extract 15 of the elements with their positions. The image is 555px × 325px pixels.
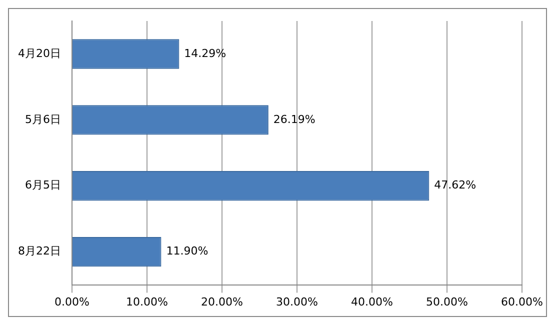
y-tick-label: 4月20日 [18,46,61,60]
data-label: 14.29% [184,46,226,60]
x-tick-label: 50.00% [426,295,468,308]
data-label: 47.62% [434,178,476,192]
x-tick-label: 0.00% [54,295,90,308]
x-tick-label: 20.00% [201,295,243,308]
x-tick-label: 30.00% [276,295,318,308]
x-tick-label: 40.00% [351,295,393,308]
data-label: 26.19% [273,112,316,126]
y-tick-label: 8月22日 [18,244,61,258]
data-label: 11.90% [166,244,208,258]
x-tick-label: 10.00% [126,295,168,308]
y-tick-label: 5月6日 [24,112,61,126]
x-tick-label: 60.00% [501,295,543,308]
y-tick-label: 6月5日 [24,178,61,192]
